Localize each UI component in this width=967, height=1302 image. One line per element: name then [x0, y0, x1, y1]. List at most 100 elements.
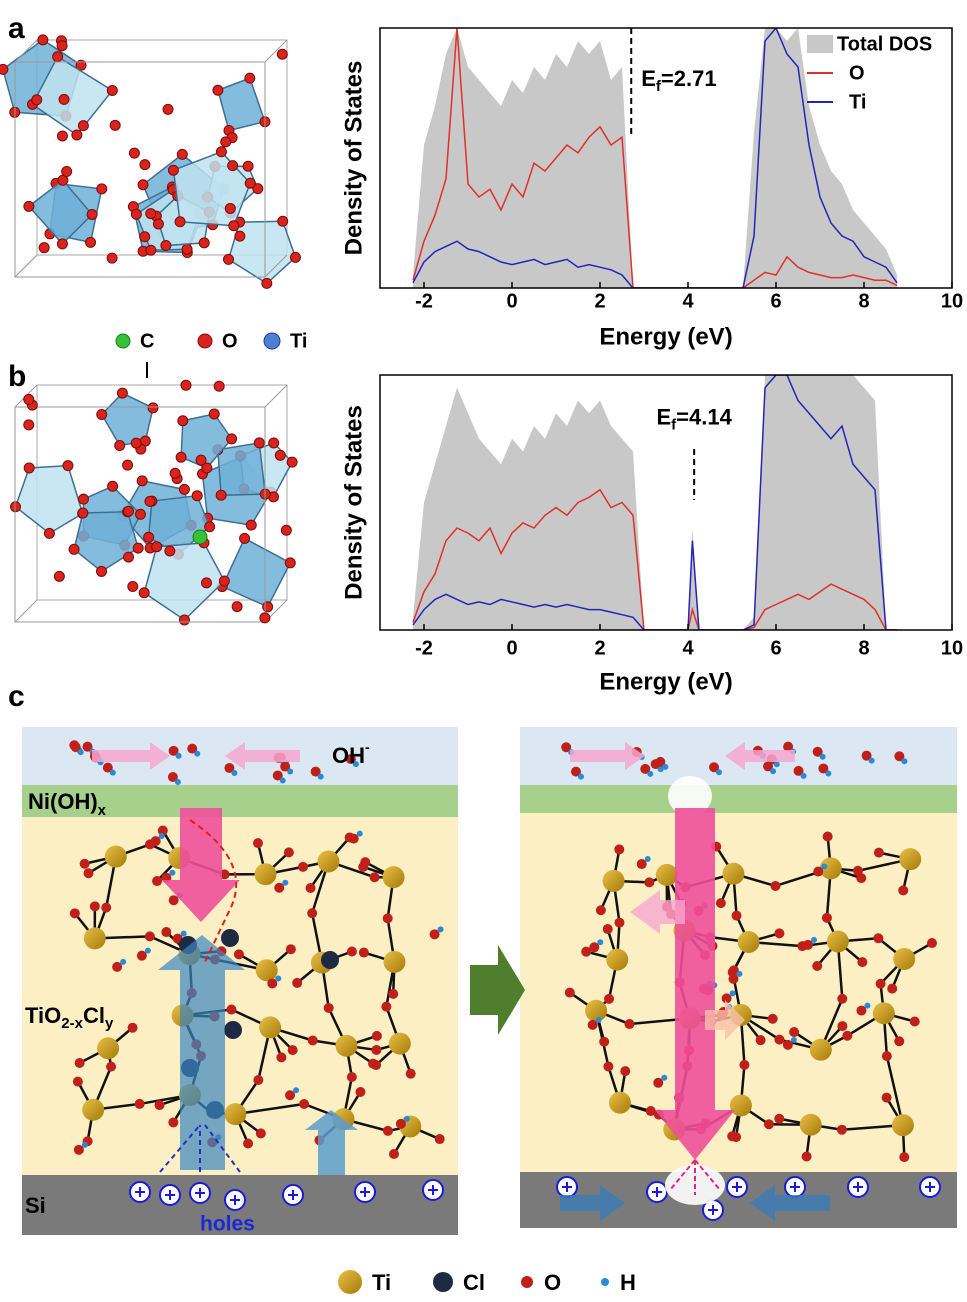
legend-label: Ti	[372, 1270, 391, 1295]
o-atom	[614, 844, 624, 854]
o-atom	[894, 1036, 904, 1046]
legend-label: C	[140, 330, 154, 352]
o-atom	[70, 908, 80, 918]
legend-label: O	[544, 1270, 561, 1295]
oxygen	[287, 457, 297, 467]
o-atom	[298, 862, 308, 872]
o-atom	[256, 1128, 266, 1138]
oxygen	[140, 160, 150, 170]
oxygen	[38, 35, 48, 45]
oxygen	[176, 452, 186, 462]
o-atom	[284, 847, 294, 857]
oxygen	[146, 209, 156, 219]
o-atom	[324, 1003, 334, 1013]
legend-label: O	[849, 62, 865, 84]
panel-label: c	[8, 680, 25, 713]
o-atom	[603, 924, 613, 934]
o-atom	[73, 1077, 83, 1087]
oxygen	[246, 520, 256, 530]
oxygen	[168, 165, 178, 175]
fermi-value: =2.71	[661, 66, 717, 91]
h-atom	[821, 864, 827, 870]
o-atom	[371, 1045, 381, 1055]
oxygen	[281, 525, 291, 535]
h-atom	[318, 774, 324, 780]
oxygen	[39, 243, 49, 253]
h-atom	[176, 753, 182, 759]
oxygen	[78, 508, 88, 518]
film-text: TiO	[25, 1003, 61, 1028]
h-atom	[774, 761, 780, 767]
o-atom	[756, 1035, 766, 1045]
h-atom	[231, 770, 237, 776]
oxygen	[170, 468, 180, 478]
oxygen	[69, 544, 79, 554]
o-atom	[646, 1106, 656, 1116]
h-atom	[159, 833, 165, 839]
x-tick-label: -2	[415, 637, 433, 659]
polyhedron	[15, 466, 82, 534]
oxygen	[123, 552, 133, 562]
oxygen	[135, 509, 145, 519]
legend-atom-o	[198, 334, 212, 348]
oxygen	[181, 380, 191, 390]
o-atom	[822, 913, 832, 923]
ti-atom	[256, 959, 278, 981]
substrate-label: Si	[25, 1193, 46, 1218]
oxygen	[260, 613, 270, 623]
legend-label: Ti	[849, 91, 866, 113]
oxygen	[278, 216, 288, 226]
plot-area	[413, 375, 897, 630]
o-atom	[128, 1023, 138, 1033]
oxygen	[24, 201, 34, 211]
h-atom	[596, 1017, 602, 1023]
o-atom	[604, 994, 614, 1004]
o-atom	[306, 883, 316, 893]
x-tick-label: 2	[594, 290, 605, 312]
carbon	[193, 530, 207, 544]
o-atom	[837, 994, 847, 1004]
fermi-label: Ef=2.71	[641, 66, 716, 95]
o-atom	[347, 946, 357, 956]
ti-atom	[603, 870, 625, 892]
oxygen	[24, 394, 34, 404]
oxygen	[86, 237, 96, 247]
x-tick-label: 10	[941, 290, 963, 312]
h-atom	[282, 880, 288, 886]
legend-swatch	[807, 35, 833, 53]
oxygen	[213, 85, 223, 95]
oh-sup: -	[365, 739, 370, 755]
o-atom	[388, 989, 398, 999]
o-atom	[355, 1087, 365, 1097]
oxygen	[229, 221, 239, 231]
panel-label: a	[8, 12, 25, 45]
o-atom	[887, 984, 897, 994]
o-atom	[596, 905, 606, 915]
o-atom	[774, 1035, 784, 1045]
h-atom	[820, 754, 826, 760]
oxygen	[179, 615, 189, 625]
h-atom	[801, 773, 807, 779]
o-atom	[90, 901, 100, 911]
oxygen	[140, 232, 150, 242]
cl-atom	[221, 929, 239, 947]
oxygen	[108, 481, 118, 491]
o-atom	[347, 1072, 357, 1082]
h-atom	[645, 856, 651, 862]
o-atom	[253, 838, 263, 848]
o-atom	[614, 918, 624, 928]
y-axis-label: Density of States	[340, 405, 367, 600]
o-atom	[383, 1126, 393, 1136]
oxygen	[179, 484, 189, 494]
oxygen	[24, 420, 34, 430]
oxygen	[225, 203, 235, 213]
o-atom	[774, 1114, 784, 1124]
h-atom	[287, 769, 293, 775]
o-atom	[898, 885, 908, 895]
h-atom	[175, 779, 181, 785]
ti-atom	[893, 948, 915, 970]
oxygen	[285, 558, 295, 568]
oxygen	[146, 245, 156, 255]
oxygen	[216, 490, 226, 500]
oxygen	[199, 238, 209, 248]
